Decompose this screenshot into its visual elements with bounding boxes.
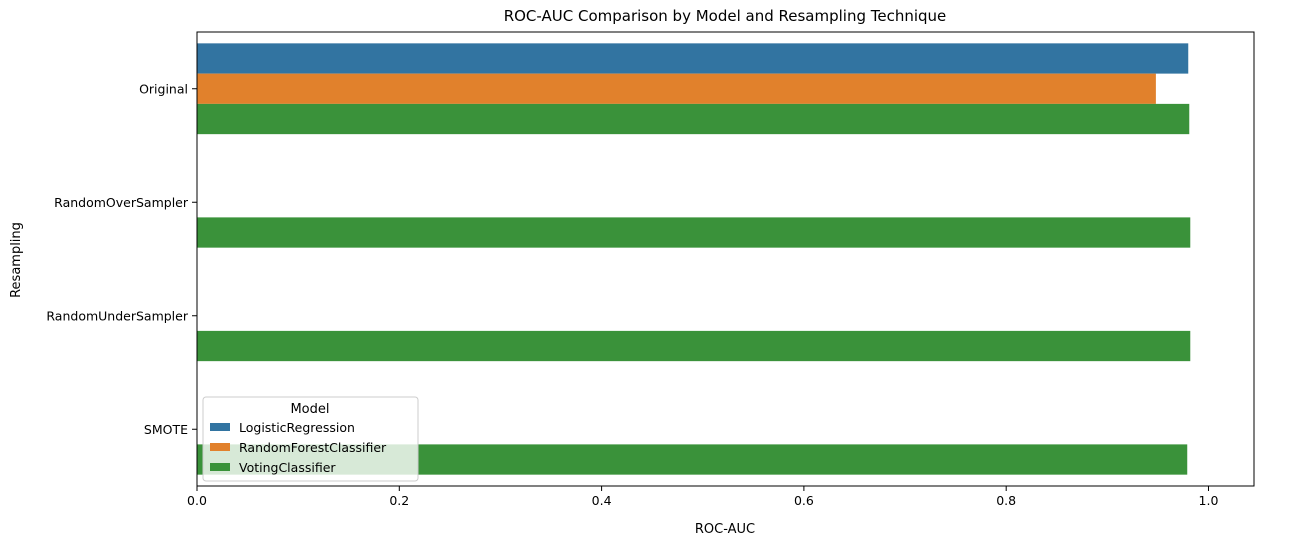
plot-frame (196, 31, 1255, 487)
legend-label-LogisticRegression: LogisticRegression (239, 420, 355, 435)
x-tick-label: 0.6 (794, 493, 814, 508)
x-tick-label: 0.0 (187, 493, 207, 508)
x-tick-label: 0.8 (996, 493, 1016, 508)
legend: Model LogisticRegression RandomForestClas… (202, 396, 419, 482)
bar-LogisticRegression-Original (197, 43, 1189, 74)
legend-swatch-RandomForestClassifier (210, 443, 230, 451)
bars-layer (197, 43, 1191, 475)
y-axis-label: Resampling (9, 222, 24, 298)
axis-ticks: 0.0 0.2 0.4 0.6 0.8 1.0 Original RandomOverSamp… (46, 81, 1218, 508)
legend-title: Model (290, 402, 329, 417)
y-tick-label: RandomUnderSampler (46, 308, 188, 323)
legend-label-VotingClassifier: VotingClassifier (239, 460, 336, 475)
bar-VotingClassifier-RandomOverSampler (197, 217, 1191, 248)
bar-RandomForestClassifier-Original (197, 73, 1156, 104)
x-tick-label: 1.0 (1199, 493, 1219, 508)
chart-title: ROC-AUC Comparison by Model and Resampli… (504, 7, 947, 25)
legend-swatch-LogisticRegression (210, 423, 230, 431)
bar-VotingClassifier-RandomUnderSampler (197, 330, 1191, 362)
legend-box (202, 396, 419, 482)
y-tick-label: RandomOverSampler (54, 195, 189, 210)
x-tick-label: 0.4 (592, 493, 612, 508)
bar-VotingClassifier-Original (197, 103, 1190, 135)
y-tick-label: SMOTE (144, 422, 188, 437)
legend-label-RandomForestClassifier: RandomForestClassifier (239, 440, 387, 455)
legend-swatch-VotingClassifier (210, 463, 230, 471)
legend-items: LogisticRegression RandomForestClassifier… (210, 420, 387, 475)
x-tick-label: 0.2 (389, 493, 409, 508)
y-tick-label: Original (139, 81, 188, 96)
x-axis-label: ROC-AUC (695, 522, 755, 537)
